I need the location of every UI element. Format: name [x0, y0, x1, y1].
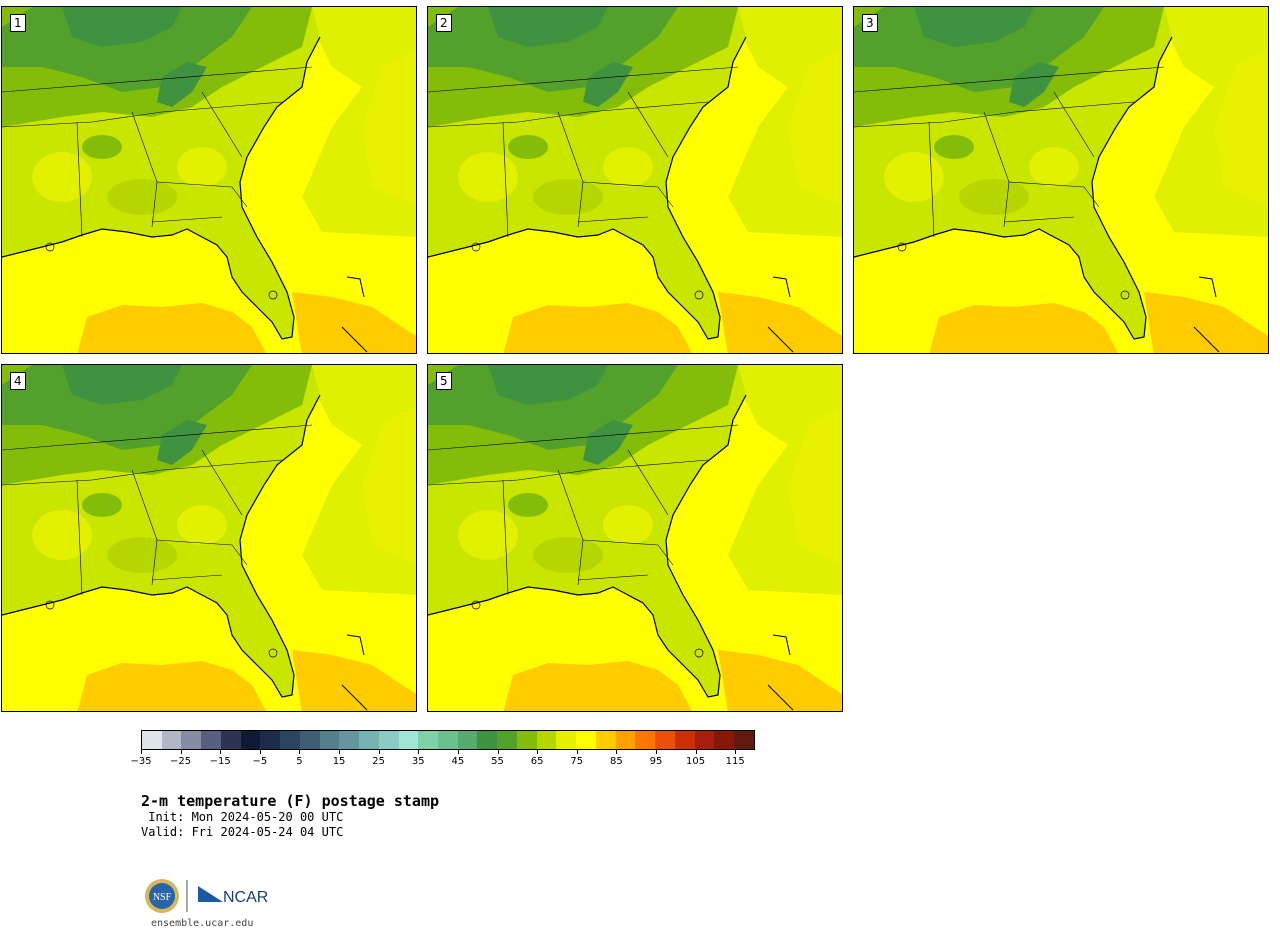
colorbar-tick [180, 750, 182, 754]
colorbar-tick [141, 750, 142, 754]
colorbar-tick-label: −15 [209, 756, 231, 767]
member-number-label: 2 [436, 14, 452, 32]
colorbar-tick [220, 750, 222, 754]
colorbar-tick [695, 750, 697, 754]
colorbar-segment [457, 731, 478, 749]
colorbar-segment [714, 731, 735, 749]
colorbar-tick-label: −35 [130, 756, 152, 767]
colorbar-tick-label: 85 [609, 756, 623, 767]
nsf-logo-icon: NSF [145, 879, 179, 913]
colorbar-tick [735, 750, 737, 754]
temperature-map [2, 7, 416, 353]
colorbar-tick [655, 750, 657, 754]
temperature-map [2, 365, 416, 711]
postage-stamp-panel-4: 4 [1, 364, 417, 712]
colorbar-ticks: −35 −25 −15 −5 5 15 25 35 45 55 65 75 85 95 105 115 [130, 750, 755, 770]
ncar-logo-icon: NCAR [198, 886, 268, 906]
temperature-colorbar [141, 730, 755, 750]
colorbar-tick [299, 750, 301, 754]
colorbar-segment [339, 731, 360, 749]
colorbar-tick [497, 750, 499, 754]
colorbar-segment [220, 731, 241, 749]
colorbar-segment [615, 731, 636, 749]
colorbar-tick-label: 55 [491, 756, 504, 767]
colorbar-segment [694, 731, 715, 749]
member-number-label: 3 [862, 14, 878, 32]
colorbar-tick-label: 65 [530, 756, 544, 767]
colorbar-tick-label: 5 [296, 756, 303, 767]
chart-title: 2-m temperature (F) postage stamp [141, 792, 440, 810]
colorbar-tick [616, 750, 618, 754]
colorbar-tick [457, 750, 459, 754]
temperature-map [428, 7, 842, 353]
site-url: ensemble.ucar.edu [151, 918, 254, 929]
colorbar-tick-label: 15 [332, 756, 346, 767]
colorbar-tick-label: −25 [170, 756, 192, 767]
colorbar-segment [260, 731, 281, 749]
colorbar-segment [319, 731, 340, 749]
colorbar-tick [378, 750, 380, 754]
logos: NSF NCAR [143, 876, 283, 916]
colorbar-tick-label: 25 [372, 756, 386, 767]
colorbar-segment [576, 731, 596, 749]
colorbar-tick-label: 45 [451, 756, 465, 767]
colorbar-tick-label: 35 [411, 756, 425, 767]
member-number-label: 1 [10, 14, 26, 32]
ncar-logo-text: NCAR [223, 889, 268, 906]
colorbar-segment [299, 731, 320, 749]
colorbar-segment [398, 731, 419, 749]
colorbar-tick-label: 105 [686, 756, 706, 767]
colorbar-tick [259, 750, 261, 754]
colorbar-segment [161, 731, 182, 749]
member-number-label: 5 [436, 372, 452, 390]
colorbar-segment [359, 731, 379, 749]
temperature-map [854, 7, 1268, 353]
colorbar-segment [497, 731, 517, 749]
colorbar-segment [477, 731, 498, 749]
colorbar-tick [339, 750, 341, 754]
colorbar-tick [537, 750, 539, 754]
colorbar-segment [536, 731, 557, 749]
init-time: Init: Mon 2024-05-20 00 UTC [141, 810, 344, 824]
colorbar-segment [142, 731, 162, 749]
colorbar-segment [734, 731, 754, 749]
colorbar-tick [418, 750, 420, 754]
member-number-label: 4 [10, 372, 26, 390]
colorbar-tick-label: 115 [725, 756, 745, 767]
valid-time: Valid: Fri 2024-05-24 04 UTC [141, 825, 344, 839]
colorbar-segment [181, 731, 202, 749]
colorbar-segment [438, 731, 458, 749]
colorbar-tick-label: 75 [570, 756, 584, 767]
nsf-logo-text: NSF [153, 892, 172, 903]
colorbar-segment [595, 731, 616, 749]
colorbar-segment [201, 731, 221, 749]
postage-stamp-panel-5: 5 [427, 364, 843, 712]
colorbar-tick [576, 750, 578, 754]
colorbar-segment [635, 731, 656, 749]
colorbar-segment [418, 731, 439, 749]
colorbar-segment [378, 731, 399, 749]
postage-stamp-panel-3: 3 [853, 6, 1269, 354]
colorbar-segment [280, 731, 300, 749]
temperature-map [428, 365, 842, 711]
postage-stamp-panel-1: 1 [1, 6, 417, 354]
postage-stamp-panel-2: 2 [427, 6, 843, 354]
colorbar-segment [240, 731, 261, 749]
colorbar-tick-label: −5 [252, 756, 268, 767]
colorbar-segment [655, 731, 675, 749]
colorbar-tick-label: 95 [649, 756, 663, 767]
colorbar-segment [556, 731, 577, 749]
colorbar-segment [674, 731, 695, 749]
colorbar-segment [516, 731, 537, 749]
